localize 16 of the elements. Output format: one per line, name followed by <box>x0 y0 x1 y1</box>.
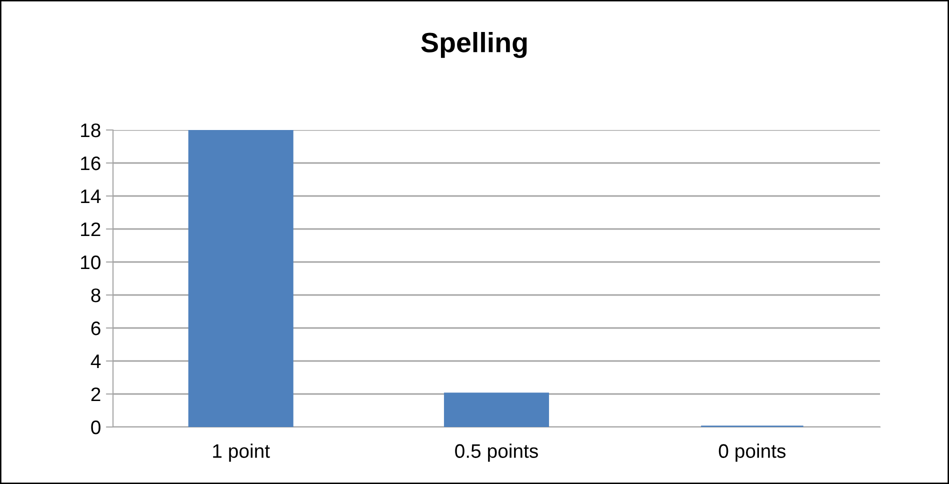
chart-title: Spelling <box>421 32 527 58</box>
bar <box>188 130 294 427</box>
x-tick-label: 0.5 points <box>455 444 538 462</box>
y-tick-label: 18 <box>81 123 100 138</box>
x-tick-label: 1 point <box>213 444 270 462</box>
y-tick-label: 10 <box>81 255 100 270</box>
y-tick-label: 14 <box>81 190 101 204</box>
y-tick-label: 4 <box>90 354 101 368</box>
y-tick-label: 12 <box>81 222 100 236</box>
y-tick-label: 8 <box>91 288 100 302</box>
y-tick-label: 0 <box>91 420 100 434</box>
bar <box>444 392 550 427</box>
y-tick-label: 6 <box>91 321 100 336</box>
y-tick-label: 2 <box>91 387 100 402</box>
x-tick-label: 0 points <box>718 444 786 462</box>
y-tick-label: 16 <box>81 156 100 170</box>
